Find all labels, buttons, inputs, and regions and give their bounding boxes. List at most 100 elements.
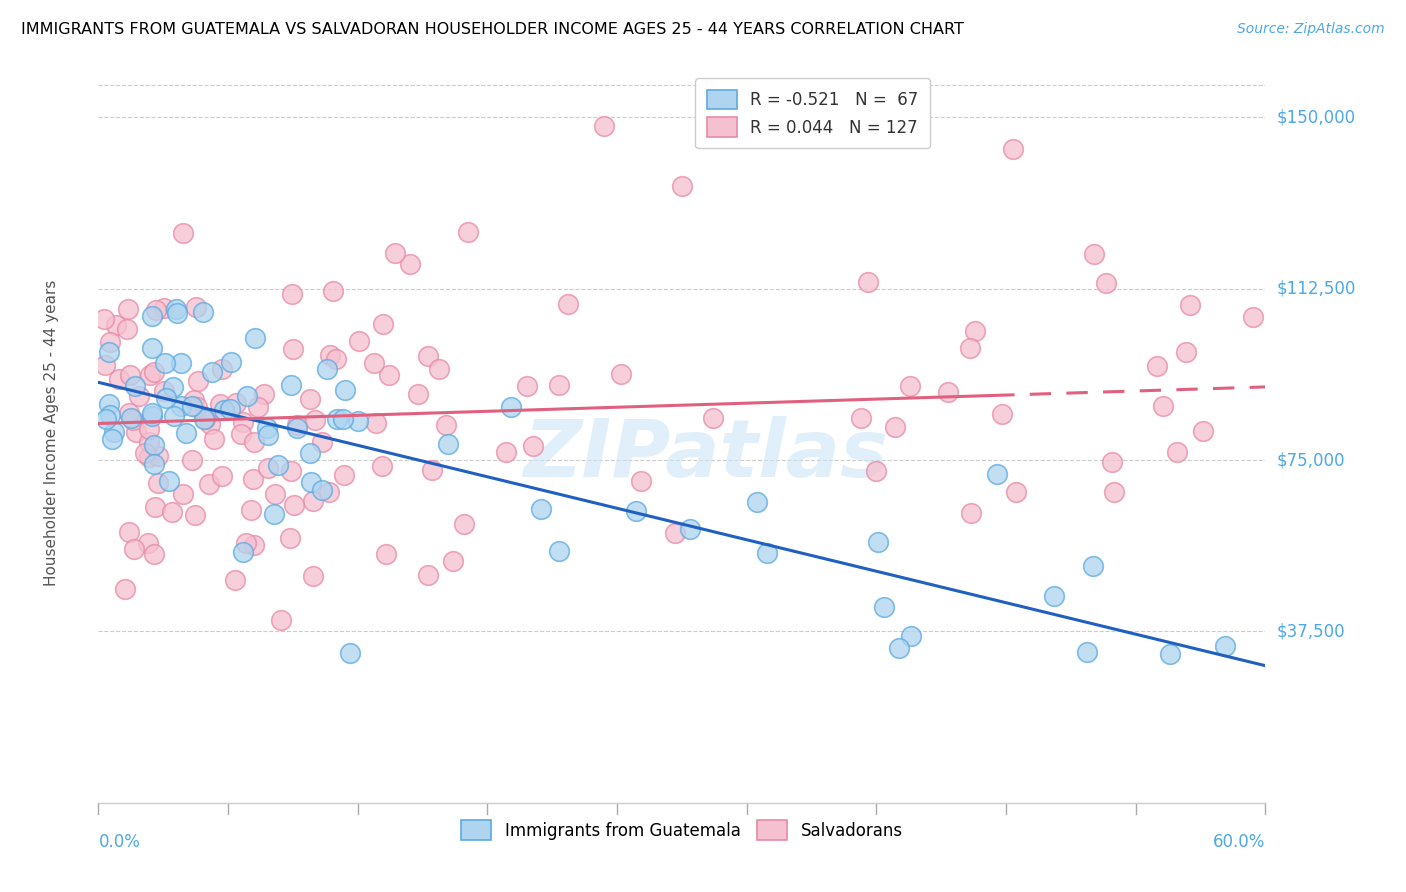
Point	[384, 246, 406, 260]
Point	[281, 343, 304, 357]
Point	[256, 428, 278, 442]
Point	[103, 425, 125, 439]
Point	[311, 483, 333, 497]
Point	[236, 389, 259, 403]
Point	[186, 400, 208, 414]
Point	[180, 453, 202, 467]
Point	[858, 276, 880, 290]
Point	[141, 406, 163, 420]
Point	[304, 413, 326, 427]
Point	[280, 464, 302, 478]
Point	[198, 476, 221, 491]
Point	[959, 342, 981, 356]
Point	[134, 446, 156, 460]
Point	[232, 415, 254, 429]
Point	[1083, 247, 1105, 261]
Point	[231, 427, 253, 442]
Point	[155, 356, 177, 370]
Point	[152, 384, 174, 399]
Point	[865, 464, 887, 478]
Point	[311, 434, 333, 449]
Point	[301, 494, 323, 508]
Point	[453, 517, 475, 532]
Point	[849, 411, 872, 425]
Point	[671, 178, 693, 193]
Point	[298, 446, 321, 460]
Point	[94, 358, 117, 372]
Point	[235, 536, 257, 550]
Point	[1043, 589, 1066, 603]
Point	[1004, 484, 1026, 499]
Point	[162, 380, 184, 394]
Point	[339, 646, 361, 660]
Point	[332, 411, 354, 425]
Point	[963, 324, 986, 338]
Point	[548, 544, 571, 558]
Point	[240, 503, 263, 517]
Point	[264, 487, 287, 501]
Point	[142, 457, 165, 471]
Point	[105, 318, 128, 333]
Point	[157, 474, 180, 488]
Point	[298, 392, 321, 406]
Point	[1001, 142, 1024, 156]
Point	[299, 475, 322, 490]
Point	[242, 472, 264, 486]
Point	[371, 317, 394, 331]
Point	[267, 458, 290, 472]
Point	[96, 412, 118, 426]
Point	[457, 225, 479, 239]
Point	[406, 386, 429, 401]
Point	[243, 538, 266, 552]
Point	[243, 435, 266, 450]
Point	[416, 567, 439, 582]
Text: $112,500: $112,500	[1277, 280, 1355, 298]
Point	[118, 406, 141, 420]
Point	[186, 374, 208, 388]
Point	[257, 460, 280, 475]
Point	[245, 331, 267, 345]
Point	[98, 334, 121, 349]
Point	[98, 408, 121, 422]
Point	[630, 474, 652, 488]
Point	[610, 367, 633, 381]
Point	[366, 416, 388, 430]
Point	[118, 368, 141, 383]
Point	[398, 256, 420, 270]
Point	[1241, 310, 1264, 324]
Point	[898, 378, 921, 392]
Point	[1213, 640, 1236, 654]
Point	[180, 399, 202, 413]
Point	[170, 356, 193, 370]
Point	[108, 372, 131, 386]
Point	[347, 414, 370, 428]
Text: 60.0%: 60.0%	[1213, 833, 1265, 851]
Point	[136, 536, 159, 550]
Point	[287, 417, 309, 432]
Point	[516, 379, 538, 393]
Point	[148, 476, 170, 491]
Point	[128, 389, 150, 403]
Point	[316, 362, 339, 376]
Text: Source: ZipAtlas.com: Source: ZipAtlas.com	[1237, 22, 1385, 37]
Point	[202, 432, 225, 446]
Point	[499, 401, 522, 415]
Point	[986, 467, 1008, 481]
Point	[212, 402, 235, 417]
Point	[378, 368, 401, 382]
Point	[1102, 485, 1125, 500]
Point	[347, 334, 370, 349]
Point	[322, 284, 344, 298]
Point	[225, 395, 247, 409]
Point	[887, 640, 910, 655]
Point	[281, 286, 304, 301]
Point	[172, 486, 194, 500]
Point	[138, 450, 160, 464]
Point	[145, 500, 167, 514]
Point	[191, 305, 214, 319]
Legend: Immigrants from Guatemala, Salvadorans: Immigrants from Guatemala, Salvadorans	[454, 814, 910, 847]
Point	[101, 432, 124, 446]
Text: $75,000: $75,000	[1277, 451, 1346, 469]
Point	[163, 409, 186, 424]
Point	[120, 411, 142, 425]
